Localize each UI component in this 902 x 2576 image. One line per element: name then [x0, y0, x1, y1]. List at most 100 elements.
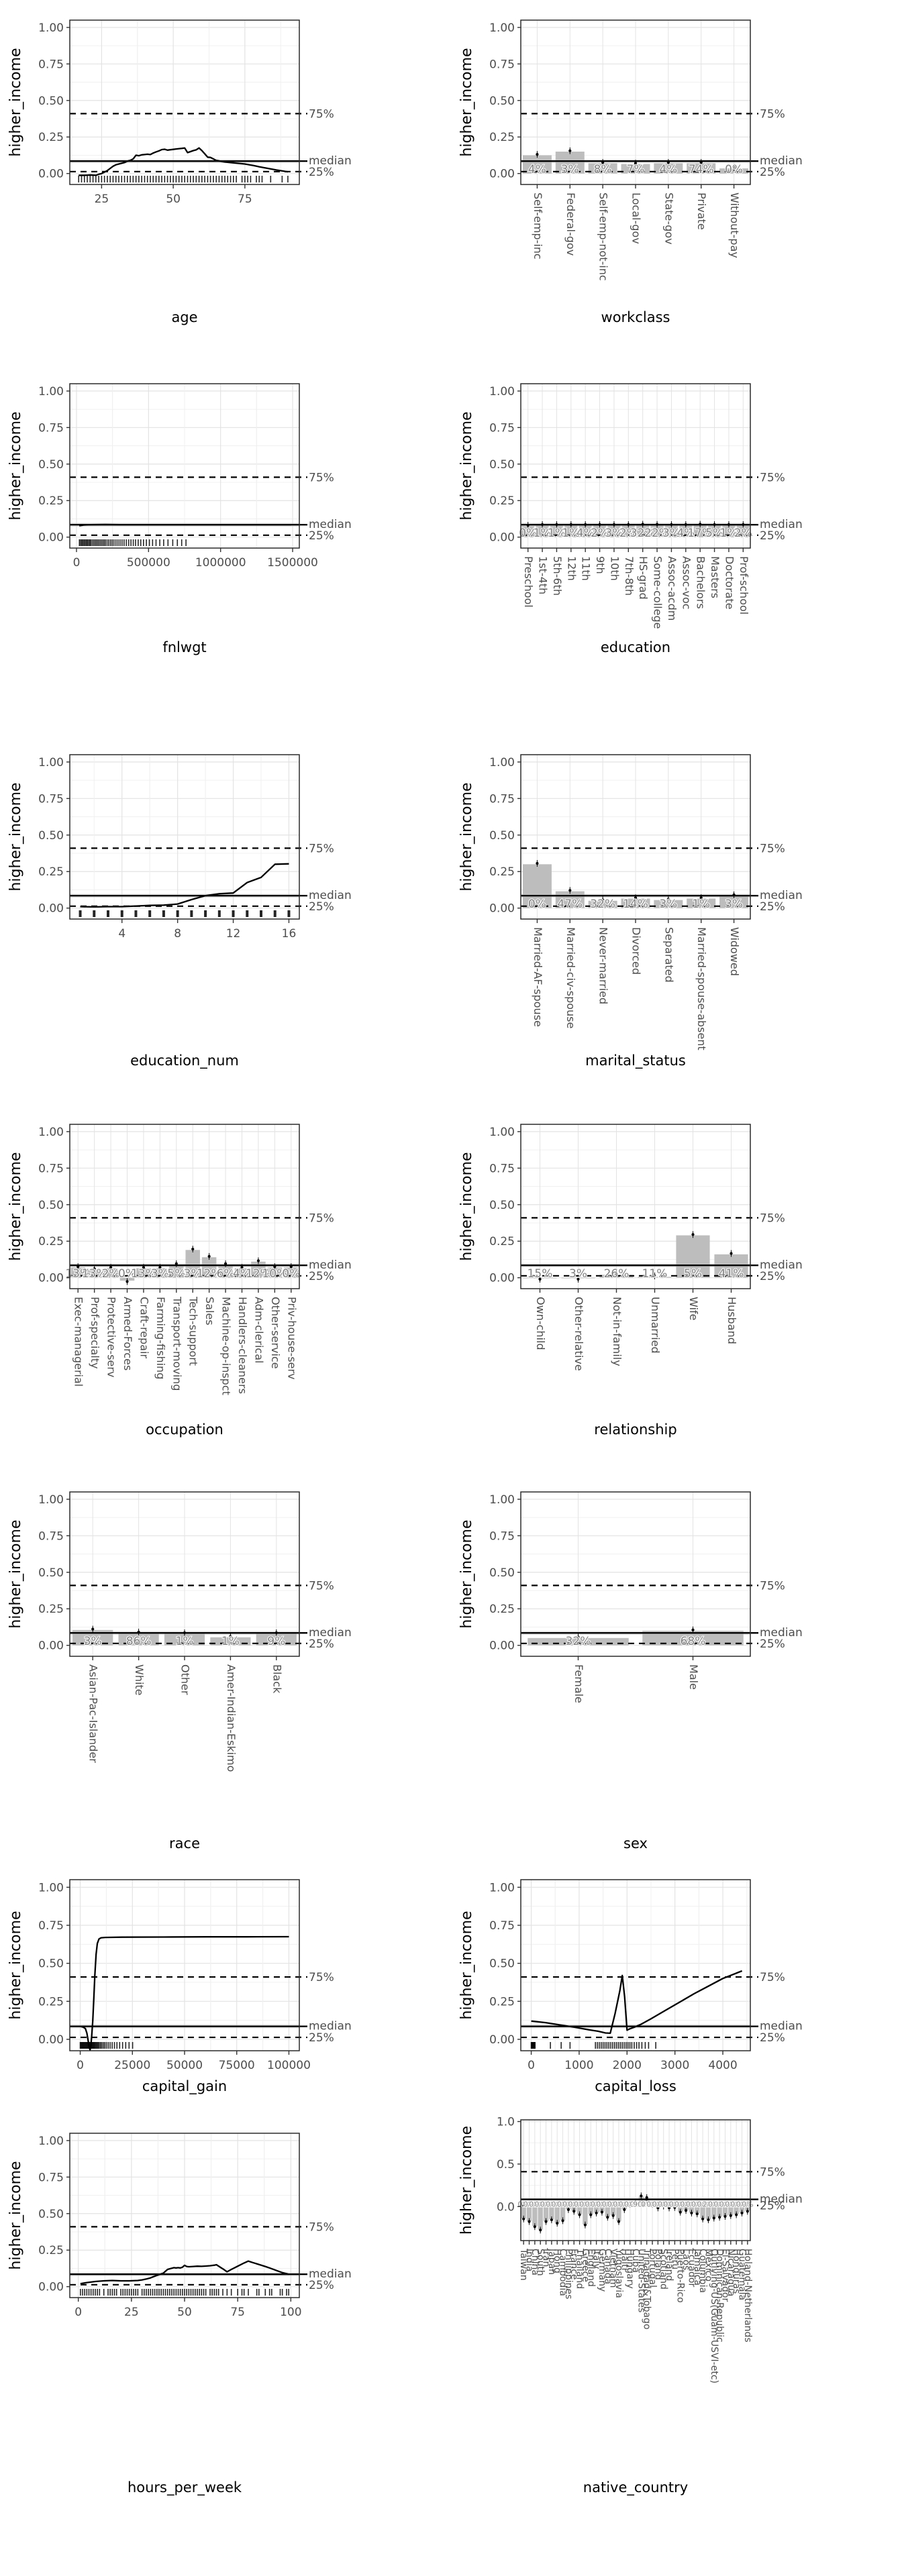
grid	[70, 1880, 299, 2051]
y-tick-label: 1.00	[489, 21, 515, 35]
x-tick-label-Scotland: Scotland	[658, 2249, 669, 2290]
x-tick-label: 25	[124, 2306, 139, 2319]
y-tick-label: 0.50	[489, 1566, 515, 1580]
grid	[521, 1124, 750, 1289]
percent-label: 4%	[659, 163, 677, 176]
y-axis-title: higher_income	[7, 1519, 24, 1628]
trend-line	[79, 147, 289, 176]
x-tick-label-Married-AF-spouse: Married-AF-spouse	[532, 927, 544, 1027]
ref-label-median: median	[309, 2267, 352, 2281]
percent-label: 8%	[594, 163, 612, 176]
y-axis-title: higher_income	[7, 1152, 24, 1260]
percent-label: 0%	[725, 163, 743, 176]
x-axis: 4 8 12 16	[118, 919, 296, 941]
percent-label: 0%	[663, 2200, 674, 2208]
x-tick-label-El-Salvador: El-Salvador	[719, 2249, 730, 2302]
bar-HS-grad	[636, 525, 650, 537]
x-tick-label-France: France	[568, 2249, 579, 2280]
y-tick-label: 0.5	[497, 2158, 515, 2171]
percent-label: 0%	[697, 2200, 708, 2208]
percent-label: 14%	[623, 898, 648, 911]
x-tick-label-Female: Female	[572, 1664, 585, 1703]
percent-label: 3%	[151, 1267, 169, 1281]
bar-Masters	[708, 525, 721, 537]
y-tick-label: 1.00	[489, 756, 515, 769]
chart-title-education: education	[601, 639, 670, 655]
y-tick-label: 0.75	[489, 792, 515, 806]
percent-label: 0%	[551, 2200, 562, 2208]
x-tick-label: 100	[280, 2306, 301, 2319]
bar-Asian-Pac-Islander	[72, 1629, 113, 1646]
x-tick-label-Prof-school: Prof-school	[738, 556, 750, 614]
percent-label: 41%	[719, 1267, 744, 1281]
x-axis: TaiwanIndiaChinaSouthIranJapanHongCambod…	[518, 2241, 753, 2383]
x-axis: 0 1000 2000 3000 4000	[528, 2051, 738, 2072]
x-tick-label-Columbia: Columbia	[697, 2249, 708, 2293]
y-tick-label: 0.75	[489, 58, 515, 71]
x-tick-label-9th: 9th	[594, 556, 607, 574]
chart-title-occupation: occupation	[146, 1421, 223, 1438]
x-tick-label: 75	[238, 193, 252, 206]
bar-Iran	[543, 2206, 549, 2221]
x-axis: 25 50 75	[95, 184, 252, 206]
percent-label: 0%	[691, 2200, 703, 2208]
percent-label: 1%	[548, 527, 566, 540]
x-tick-label-Taiwan: Taiwan	[518, 2248, 529, 2281]
y-tick-label: 1.00	[489, 385, 515, 398]
bar-Transport-moving	[169, 1265, 184, 1278]
y-tick-label: 0.50	[38, 1957, 64, 1971]
percent-label: 86%	[126, 1635, 152, 1648]
percent-label: 2%	[102, 1267, 120, 1281]
percent-label: 15%	[528, 1267, 553, 1281]
percent-label: 0%	[579, 2200, 591, 2208]
ref-label-75%: 75%	[760, 2165, 785, 2179]
x-tick-label: 12	[226, 927, 241, 941]
bar-Without-pay	[719, 168, 749, 174]
x-tick-label-Sales: Sales	[203, 1297, 216, 1326]
bar-Wife	[676, 1235, 710, 1278]
y-tick-label: 0.50	[489, 1957, 515, 1971]
x-tick-label-Poland: Poland	[652, 2249, 663, 2280]
ref-label-75%: 75%	[760, 107, 785, 121]
ref-label-75%: 75%	[309, 1971, 334, 1984]
chart-title-relationship: relationship	[594, 1421, 676, 1438]
percent-label: 0%	[669, 2200, 681, 2208]
x-tick-label-Ecuador: Ecuador	[686, 2249, 697, 2287]
bar-Machine-op-inspct	[218, 1265, 233, 1278]
estimate-points	[536, 147, 736, 171]
chart-title-sex: sex	[623, 1835, 648, 1851]
percent-label: 47%	[557, 898, 583, 911]
panel-border	[520, 1491, 751, 1657]
x-tick-label-Other-service: Other-service	[269, 1297, 282, 1369]
x-tick-label: 0	[77, 2059, 84, 2072]
percent-label: 2%	[619, 527, 638, 540]
estimate-points	[536, 860, 736, 904]
percent-label: 26%	[604, 1267, 630, 1281]
bar-Married-AF-spouse	[522, 864, 552, 908]
bar-Female	[528, 1638, 629, 1646]
grid	[521, 1492, 750, 1656]
ref-label-median: median	[760, 889, 803, 902]
ref-label-median: median	[309, 154, 352, 168]
y-tick-label: 0.00	[38, 2033, 64, 2047]
x-tick-label-Bachelors: Bachelors	[695, 556, 707, 609]
bar-Tech-support	[185, 1250, 200, 1278]
bar-1st-4th	[536, 525, 549, 537]
y-axis-title: higher_income	[458, 411, 475, 520]
percent-label: 12%	[246, 1267, 271, 1281]
bars	[521, 2196, 750, 2230]
rug-marks	[80, 2289, 289, 2296]
x-tick-label-Not-in-family: Not-in-family	[611, 1297, 623, 1366]
x-tick-label-Assoc-acdm: Assoc-acdm	[666, 556, 679, 621]
x-tick-label-State-gov: State-gov	[662, 193, 675, 245]
percent-label: 3%	[84, 1635, 102, 1648]
ref-label-median: median	[309, 518, 352, 531]
ref-label-25%: 25%	[760, 1270, 785, 1283]
chart-title-education_num: education_num	[130, 1053, 239, 1069]
percent-label: 0%	[641, 2200, 652, 2208]
percent-label: 22%	[644, 527, 670, 540]
